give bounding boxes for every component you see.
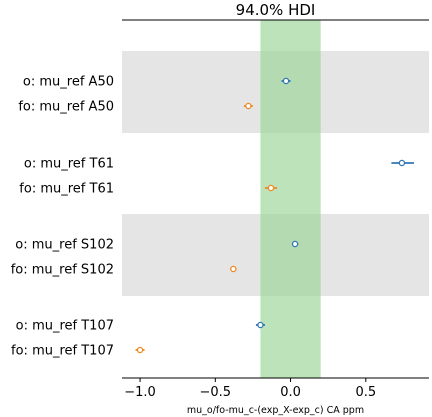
hdi-marks (135, 77, 414, 354)
x-axis-ticks: −1.0 −0.5 0.0 0.5 (124, 378, 376, 400)
x-axis-label: mu_o/fo-mu_c-(exp_X-exp_c) CA ppm (187, 405, 364, 416)
row-label: fo: mu_ref T107 (11, 344, 114, 359)
mean-point (136, 346, 144, 354)
row-label: fo: mu_ref S102 (11, 263, 114, 278)
x-tick-label: 0.0 (280, 385, 301, 400)
x-tick-label: −1.0 (124, 385, 156, 400)
rope-band (260, 20, 321, 378)
mean-point (257, 321, 264, 329)
x-tick-label: 0.5 (355, 385, 376, 400)
mean-point (291, 240, 299, 248)
row-label: fo: mu_ref A50 (18, 100, 114, 115)
mean-point (398, 159, 406, 167)
row-label: fo: mu_ref T61 (19, 182, 114, 197)
x-tick-label: −0.5 (200, 385, 232, 400)
row-label: o: mu_ref T61 (24, 157, 114, 172)
mean-point (282, 77, 290, 85)
mean-point (245, 102, 252, 110)
row-label: o: mu_ref S102 (15, 238, 114, 253)
row-label: o: mu_ref A50 (23, 75, 114, 90)
mean-point (230, 265, 237, 273)
row-labels: o: mu_ref A50 fo: mu_ref A50 o: mu_ref T61… (11, 75, 114, 359)
row-label: o: mu_ref T107 (16, 319, 114, 334)
chart-title: 94.0% HDI (236, 1, 316, 19)
mean-point (267, 184, 275, 192)
